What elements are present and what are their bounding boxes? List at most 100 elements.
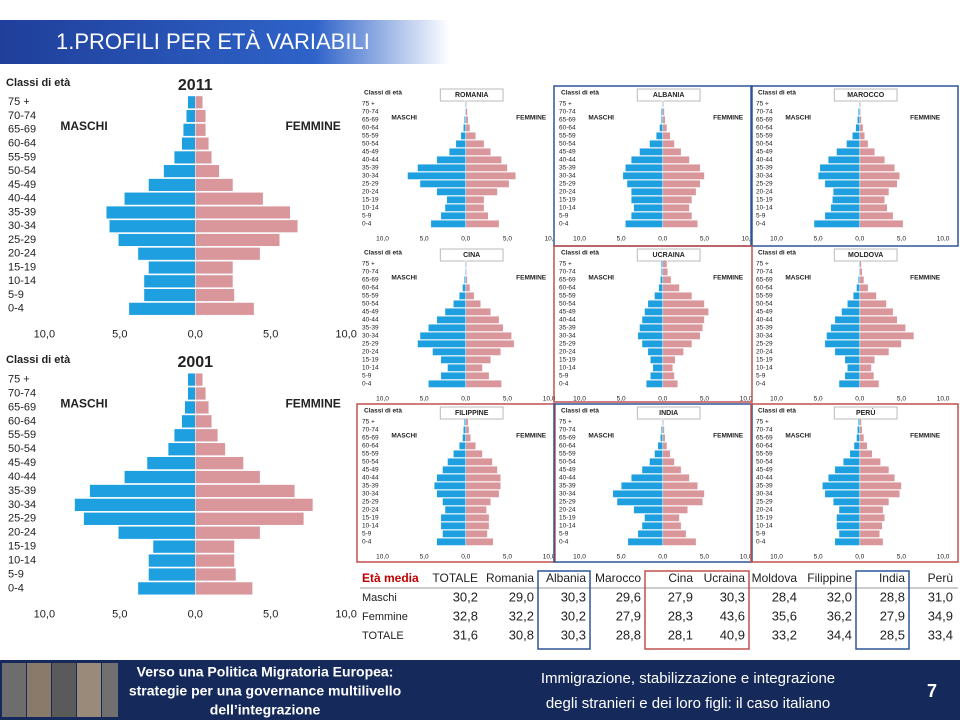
bar bbox=[184, 400, 196, 415]
y-tick-label: 75 + bbox=[559, 419, 572, 426]
bar bbox=[836, 521, 861, 530]
y-tick-label: 40-44 bbox=[559, 317, 576, 324]
y-tick-label: 5-9 bbox=[559, 373, 569, 380]
y-tick-label: 50-54 bbox=[756, 459, 773, 466]
y-tick-label: 10-14 bbox=[8, 554, 36, 566]
bar bbox=[859, 339, 902, 348]
bar bbox=[465, 307, 492, 316]
bar bbox=[662, 291, 693, 300]
y-tick-label: 20-24 bbox=[756, 189, 773, 196]
x-tick-label: 0,0 bbox=[461, 236, 470, 243]
bar bbox=[465, 283, 471, 292]
x-tick-label: 10,0 bbox=[770, 236, 783, 243]
table-cell: 35,6 bbox=[772, 608, 797, 623]
y-tick-label: 55-59 bbox=[756, 293, 773, 300]
y-tick-label: 0-4 bbox=[756, 221, 766, 228]
bar bbox=[195, 442, 226, 456]
legend-label: FEMMINE bbox=[910, 275, 941, 282]
title-frame bbox=[833, 88, 898, 102]
x-tick-label: 0,0 bbox=[461, 396, 470, 403]
bar bbox=[844, 371, 861, 380]
bar bbox=[655, 131, 664, 140]
legend-label: MASCHI bbox=[60, 119, 107, 133]
bar bbox=[834, 465, 861, 474]
bar bbox=[455, 139, 467, 148]
y-tick-label: 45-49 bbox=[362, 149, 379, 156]
bar bbox=[859, 315, 898, 324]
legend-label: FEMMINE bbox=[713, 115, 744, 122]
y-tick-label: 50-54 bbox=[559, 459, 576, 466]
frame bbox=[750, 85, 959, 247]
table-cell: 30,3 bbox=[561, 589, 586, 604]
x-tick-label: 10,0 bbox=[937, 236, 950, 243]
y-tick-label: 55-59 bbox=[8, 151, 36, 163]
bar bbox=[662, 529, 687, 538]
table-cell: 28,1 bbox=[668, 627, 693, 642]
table-header: Moldova bbox=[752, 571, 798, 585]
bar bbox=[463, 123, 467, 132]
bar bbox=[465, 211, 489, 220]
y-tick-label: 70-74 bbox=[559, 269, 576, 276]
y-tick-label: 65-69 bbox=[756, 435, 773, 442]
bar bbox=[195, 302, 255, 316]
y-tick-label: 50-54 bbox=[559, 301, 576, 308]
y-tick-label: 5-9 bbox=[756, 373, 766, 380]
bar bbox=[859, 465, 890, 474]
y-tick-label: 25-29 bbox=[559, 499, 576, 506]
bar bbox=[148, 260, 196, 275]
y-tick-label: 40-44 bbox=[756, 475, 773, 482]
bar bbox=[859, 537, 884, 546]
chart-title: PERÙ bbox=[856, 408, 875, 417]
bar bbox=[436, 489, 467, 498]
bar bbox=[662, 219, 699, 228]
bar bbox=[465, 417, 469, 426]
y-tick-label: 50-54 bbox=[756, 301, 773, 308]
y-tick-label: 20-24 bbox=[756, 507, 773, 514]
bar bbox=[859, 529, 881, 538]
bar bbox=[465, 131, 477, 140]
bar bbox=[446, 195, 467, 204]
bar bbox=[824, 211, 861, 220]
y-tick-label: 20-24 bbox=[559, 189, 576, 196]
bar bbox=[195, 386, 207, 401]
y-tick-label: 5-9 bbox=[362, 373, 372, 380]
bar bbox=[650, 355, 664, 364]
table-cell: 28,5 bbox=[880, 627, 905, 642]
bar bbox=[641, 465, 664, 474]
bar bbox=[463, 425, 467, 434]
bar bbox=[662, 489, 705, 498]
x-tick-label: 10,0 bbox=[34, 329, 55, 341]
y-tick-label: 25-29 bbox=[362, 181, 379, 188]
bar bbox=[834, 315, 861, 324]
bar bbox=[859, 473, 896, 482]
bar bbox=[662, 537, 697, 546]
bar bbox=[630, 211, 664, 220]
bar bbox=[859, 123, 864, 132]
y-tick-label: 30-34 bbox=[756, 333, 773, 340]
legend-label: MASCHI bbox=[785, 433, 811, 440]
bar bbox=[195, 288, 235, 302]
bar bbox=[654, 449, 664, 458]
table-header: Ucraina bbox=[704, 571, 746, 585]
bar bbox=[859, 347, 890, 356]
y-tick-label: 40-44 bbox=[756, 317, 773, 324]
y-tick-label: 30-34 bbox=[8, 499, 36, 511]
y-tick-label: 60-64 bbox=[756, 125, 773, 132]
footer-left: dell’integrazione bbox=[210, 702, 321, 718]
x-tick-label: 10,0 bbox=[573, 396, 586, 403]
y-tick-label: 45-49 bbox=[756, 149, 773, 156]
bar bbox=[195, 400, 210, 415]
bar bbox=[465, 371, 490, 380]
bar bbox=[662, 331, 701, 340]
bar bbox=[195, 137, 210, 151]
footer-right: degli stranieri e dei loro figli: il cas… bbox=[546, 695, 830, 712]
bar bbox=[859, 299, 887, 308]
table-cell: 32,8 bbox=[453, 608, 478, 623]
table-cell: 29,0 bbox=[509, 589, 534, 604]
bar bbox=[834, 347, 861, 356]
bar bbox=[465, 187, 498, 196]
y-tick-label: 10-14 bbox=[362, 205, 379, 212]
bar bbox=[826, 331, 861, 340]
bar bbox=[118, 526, 196, 540]
bar bbox=[83, 512, 196, 526]
